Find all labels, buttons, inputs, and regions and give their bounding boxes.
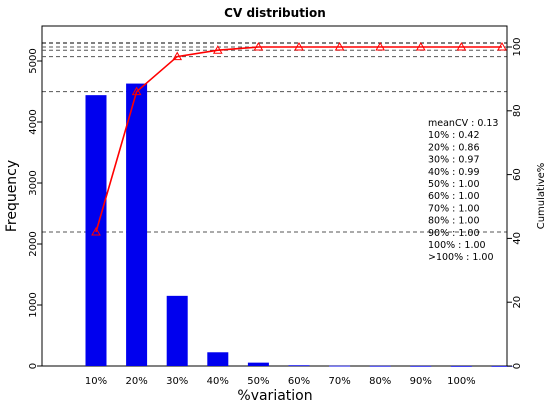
- cv-annotation: 100% : 1.00: [428, 240, 486, 251]
- cumulative-marker: [375, 41, 386, 51]
- x-tick-label: 60%: [288, 376, 310, 387]
- cv-annotation: 40% : 0.99: [428, 167, 480, 178]
- y-axis-title: Frequency: [4, 160, 20, 232]
- right-tick-label: 20: [512, 296, 523, 309]
- left-tick-label: 3000: [28, 170, 39, 195]
- bar: [247, 362, 269, 366]
- right-tick-label: 100: [512, 37, 523, 56]
- left-tick-label: 1000: [28, 292, 39, 317]
- bar: [369, 365, 391, 367]
- x-tick-label: 50%: [247, 376, 269, 387]
- right-tick-label: 80: [512, 104, 523, 117]
- cumulative-marker: [91, 227, 101, 236]
- bar: [126, 83, 148, 366]
- right-axis: 0 20 40 60 80 100: [506, 37, 523, 369]
- right-tick-label: 0: [512, 363, 523, 369]
- left-tick-label: 5000: [28, 48, 39, 73]
- chart-title: CV distribution: [224, 6, 326, 20]
- cumulative-line: [95, 46, 502, 233]
- x-tick-label: 100%: [447, 376, 476, 387]
- x-tick-label: 10%: [85, 376, 107, 387]
- cumulative-marker: [212, 45, 223, 54]
- x-tick-label: 30%: [166, 376, 188, 387]
- cv-annotation: 30% : 0.97: [428, 155, 480, 166]
- cumulative-marker: [415, 41, 426, 51]
- x-tick-label: 40%: [207, 376, 229, 387]
- cumulative-marker: [497, 41, 507, 51]
- bars-group: [85, 83, 513, 367]
- left-tick-label: 0: [28, 363, 39, 369]
- x-axis-title: %variation: [237, 388, 312, 404]
- right-tick-label: 40: [512, 232, 523, 245]
- left-axis: 0 1000 2000 3000 4000 5000: [28, 48, 43, 369]
- x-tick-label: 80%: [369, 376, 391, 387]
- bar: [166, 295, 188, 366]
- cumulative-marker: [131, 86, 142, 96]
- bar: [491, 365, 513, 367]
- bar: [410, 365, 432, 367]
- cv-annotation: 70% : 1.00: [428, 203, 480, 214]
- bar: [450, 365, 472, 367]
- cumulative-marker: [172, 51, 183, 61]
- cumulative-marker: [334, 41, 345, 51]
- left-tick-label: 2000: [28, 231, 39, 256]
- right-tick-label: 60: [512, 168, 523, 181]
- cv-annotation: 90% : 1.00: [428, 228, 480, 239]
- cumulative-marker: [456, 41, 467, 51]
- cv-annotation: 80% : 1.00: [428, 216, 480, 227]
- x-tick-label: 70%: [328, 376, 350, 387]
- x-tick-label: 90%: [410, 376, 432, 387]
- cv-annotation: meanCV : 0.13: [428, 118, 498, 129]
- cv-annotation: 50% : 1.00: [428, 179, 480, 190]
- cv-annotation: 10% : 0.42: [428, 130, 480, 141]
- cv-annotation: 20% : 0.86: [428, 142, 480, 153]
- cumulative-marker: [253, 41, 264, 51]
- x-tick-label: 20%: [125, 376, 147, 387]
- cumulative-marker: [294, 41, 304, 51]
- cumulative-line-group: [91, 41, 507, 236]
- bar: [329, 365, 351, 367]
- cv-annotation: >100% : 1.00: [428, 252, 494, 263]
- bar: [288, 365, 310, 367]
- bar: [207, 352, 229, 366]
- left-tick-label: 4000: [28, 109, 39, 134]
- x-axis-labels: 10% 20% 30% 40% 50% 60% 70% 80% 90% 100%: [85, 376, 476, 387]
- cv-annotation: 60% : 1.00: [428, 191, 480, 202]
- y2-axis-title: Cumulative%: [536, 163, 547, 230]
